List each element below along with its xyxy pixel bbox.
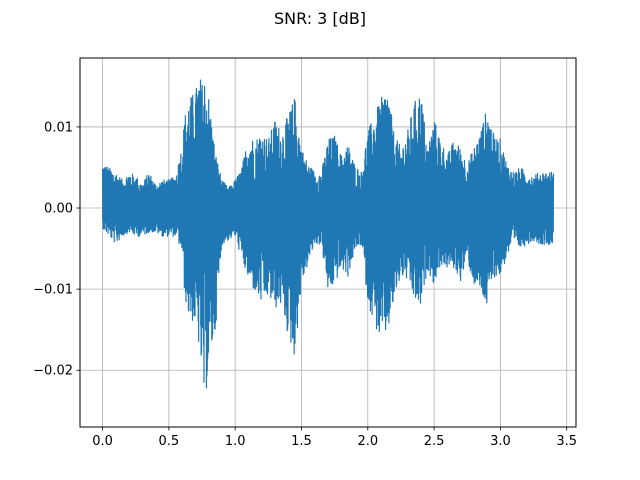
- plot-frame: [79, 57, 577, 428]
- x-tick-label: 3.0: [490, 434, 511, 449]
- x-tick-label: 2.5: [424, 434, 445, 449]
- x-tick-label: 0.5: [159, 434, 180, 449]
- y-tick-label: −0.01: [33, 283, 73, 298]
- x-tick-label: 0.0: [92, 434, 113, 449]
- axis-ticks: 0.0 0.5 1.0 1.5 2.0 2.5 3.0 3.5 −0.02 −0.01 0.00 0.…: [33, 120, 577, 449]
- x-tick-label: 3.5: [556, 434, 577, 449]
- x-tick-label: 1.0: [225, 434, 246, 449]
- chart-title: SNR: 3 [dB]: [274, 9, 366, 28]
- y-tick-label: 0.01: [44, 120, 73, 135]
- x-tick-label: 2.0: [357, 434, 378, 449]
- y-tick-label: 0.00: [44, 202, 73, 217]
- waveform-line: [101, 79, 555, 389]
- x-tick-label: 1.5: [291, 434, 312, 449]
- y-tick-label: −0.02: [33, 364, 73, 379]
- series-layer: [101, 79, 555, 389]
